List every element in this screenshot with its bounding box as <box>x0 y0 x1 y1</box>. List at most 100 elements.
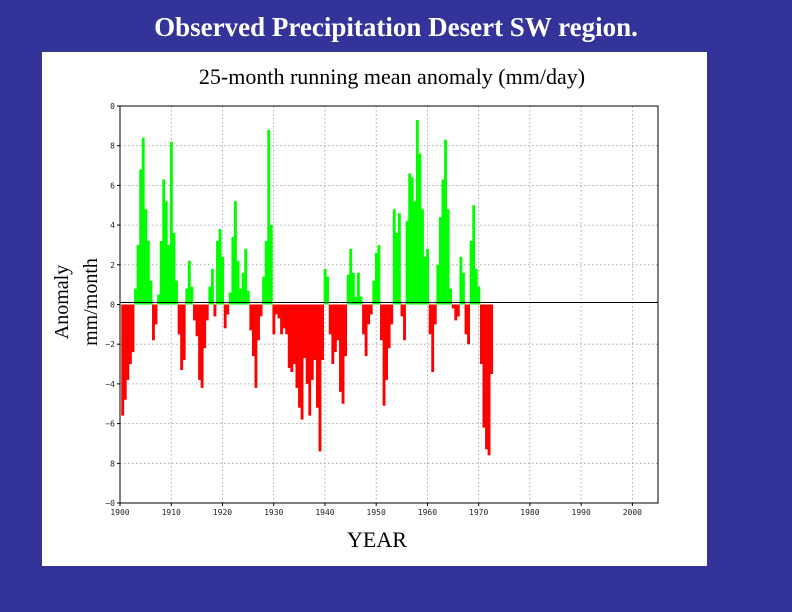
negative-anomaly-bar <box>282 304 286 329</box>
negative-anomaly-bar <box>485 304 488 450</box>
y-tick-label: 2 <box>110 261 115 270</box>
negative-anomaly-bar <box>403 304 406 341</box>
negative-anomaly-bar <box>367 304 371 325</box>
negative-anomaly-bar <box>303 304 307 359</box>
negative-anomaly-bar <box>193 304 196 321</box>
negative-anomaly-bar <box>249 304 253 331</box>
negative-anomaly-bar <box>380 304 383 341</box>
negative-anomaly-bar <box>400 304 404 317</box>
negative-anomaly-bar <box>385 304 389 380</box>
positive-anomaly-bar <box>323 268 327 305</box>
positive-anomaly-bar <box>159 240 163 305</box>
positive-anomaly-bar <box>449 288 453 305</box>
negative-anomaly-bar <box>295 304 299 388</box>
positive-anomaly-bar <box>136 244 140 305</box>
positive-anomaly-bar <box>172 233 176 305</box>
positive-anomaly-bar <box>359 296 363 305</box>
negative-anomaly-bar <box>182 304 186 361</box>
negative-anomaly-bar <box>362 304 365 335</box>
positive-anomaly-bar <box>438 217 442 305</box>
negative-anomaly-bar <box>154 304 158 325</box>
negative-anomaly-bar <box>128 304 132 365</box>
negative-anomaly-bar <box>464 304 468 335</box>
negative-anomaly-bar <box>121 304 125 416</box>
positive-anomaly-bar <box>354 296 358 305</box>
y-tick-label: 0 <box>110 301 115 310</box>
x-tick-label: 1910 <box>162 508 181 517</box>
y-axis-label-line1: Anomaly <box>51 265 73 339</box>
negative-anomaly-bar <box>328 304 332 335</box>
negative-anomaly-bar <box>280 304 283 335</box>
y-tick-label: −2 <box>105 340 115 349</box>
negative-anomaly-bar <box>203 304 207 349</box>
negative-anomaly-bar <box>223 304 227 329</box>
positive-anomaly-bar <box>146 240 150 305</box>
x-axis-label: YEAR <box>347 527 407 552</box>
negative-anomaly-bar <box>259 304 263 317</box>
positive-anomaly-bar <box>421 209 424 305</box>
negative-anomaly-bar <box>310 304 314 380</box>
negative-anomaly-bar <box>318 304 322 452</box>
positive-anomaly-bar <box>346 274 350 305</box>
negative-anomaly-bar <box>482 304 486 428</box>
positive-anomaly-bar <box>190 286 194 305</box>
positive-anomaly-bar <box>474 268 478 305</box>
positive-anomaly-bar <box>208 286 212 305</box>
negative-anomaly-bar <box>428 304 432 335</box>
positive-anomaly-bar <box>162 179 166 305</box>
x-tick-label: 1950 <box>367 508 386 517</box>
positive-anomaly-bar <box>234 201 237 305</box>
positive-anomaly-bar <box>395 233 399 305</box>
negative-anomaly-bar <box>200 304 204 388</box>
negative-anomaly-bar <box>126 304 130 380</box>
positive-anomaly-bar <box>169 141 173 305</box>
positive-anomaly-bar <box>405 221 409 305</box>
negative-anomaly-bar <box>390 304 394 325</box>
positive-anomaly-bar <box>349 248 353 305</box>
positive-anomaly-bar <box>374 252 378 305</box>
positive-anomaly-bar <box>246 290 250 305</box>
x-tick-label: 1970 <box>469 508 488 517</box>
negative-anomaly-bar <box>336 304 340 341</box>
positive-anomaly-bar <box>244 248 248 305</box>
y-tick-label: −4 <box>105 380 115 389</box>
positive-anomaly-bar <box>462 272 465 305</box>
negative-anomaly-bar <box>198 304 201 380</box>
y-tick-label: −6 <box>105 420 115 429</box>
y-tick-label: −0 <box>105 499 115 508</box>
positive-anomaly-bar <box>472 205 476 305</box>
positive-anomaly-bar <box>218 229 222 305</box>
positive-anomaly-bar <box>418 153 422 305</box>
negative-anomaly-bar <box>205 304 209 321</box>
y-tick-label: 8 <box>110 459 115 468</box>
x-tick-label: 1900 <box>110 508 129 517</box>
y-tick-label: 4 <box>110 221 115 230</box>
positive-anomaly-bar <box>210 268 214 305</box>
x-tick-label: 1920 <box>213 508 232 517</box>
negative-anomaly-bar <box>251 304 255 357</box>
y-axis-label-line2: mm/month <box>80 258 102 346</box>
negative-anomaly-bar <box>177 304 181 335</box>
negative-anomaly-bar <box>387 304 391 349</box>
negative-anomaly-bar <box>467 304 470 345</box>
positive-anomaly-bar <box>377 244 381 305</box>
negative-anomaly-bar <box>333 304 337 353</box>
positive-anomaly-bar <box>141 137 145 305</box>
precipitation-anomaly-chart: 25-month running mean anomaly (mm/day) 0… <box>51 64 659 552</box>
positive-anomaly-bar <box>459 256 463 305</box>
negative-anomaly-bar <box>305 304 309 384</box>
negative-anomaly-bar <box>369 304 373 315</box>
y-tick-label: 0 <box>110 102 115 111</box>
negative-anomaly-bar <box>431 304 435 372</box>
y-axis-ticks: 0 8 6 4 2 0 −2 −4 −6 8 −0 <box>105 102 120 508</box>
negative-anomaly-bar <box>382 304 386 406</box>
negative-anomaly-bar <box>298 304 301 408</box>
negative-anomaly-bar <box>274 304 278 315</box>
positive-anomaly-bar <box>410 177 414 305</box>
positive-anomaly-bar <box>264 240 268 305</box>
x-tick-label: 1980 <box>520 508 539 517</box>
negative-anomaly-bar <box>364 304 368 357</box>
positive-anomaly-bar <box>408 173 412 305</box>
y-tick-label: 8 <box>110 142 115 151</box>
positive-anomaly-bar <box>415 119 419 305</box>
